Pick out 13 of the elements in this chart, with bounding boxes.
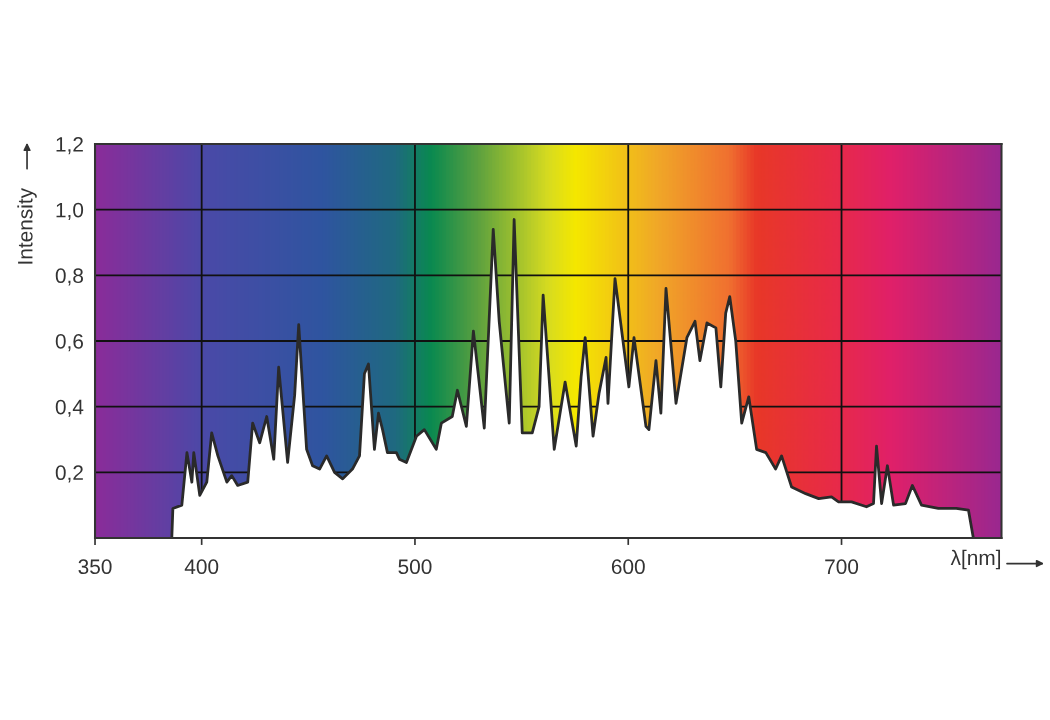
x-axis-title: λ[nm] bbox=[950, 549, 1001, 570]
x-tick-label: 350 bbox=[78, 559, 112, 575]
y-tick-label: 0,2 bbox=[55, 465, 83, 483]
x-tick-label: 400 bbox=[184, 559, 219, 575]
y-tick-label: 0,8 bbox=[55, 268, 84, 286]
y-tick-label: 1,0 bbox=[56, 202, 84, 220]
x-tick-label: 600 bbox=[611, 559, 645, 575]
x-tick-label: 700 bbox=[825, 559, 859, 575]
y-axis-title: Intensity bbox=[17, 187, 37, 264]
y-tick-label: 1,2 bbox=[56, 137, 83, 155]
x-tick-label: 500 bbox=[398, 559, 432, 575]
y-tick-label: 0,6 bbox=[55, 333, 83, 352]
y-tick-label: 0,4 bbox=[55, 399, 84, 417]
